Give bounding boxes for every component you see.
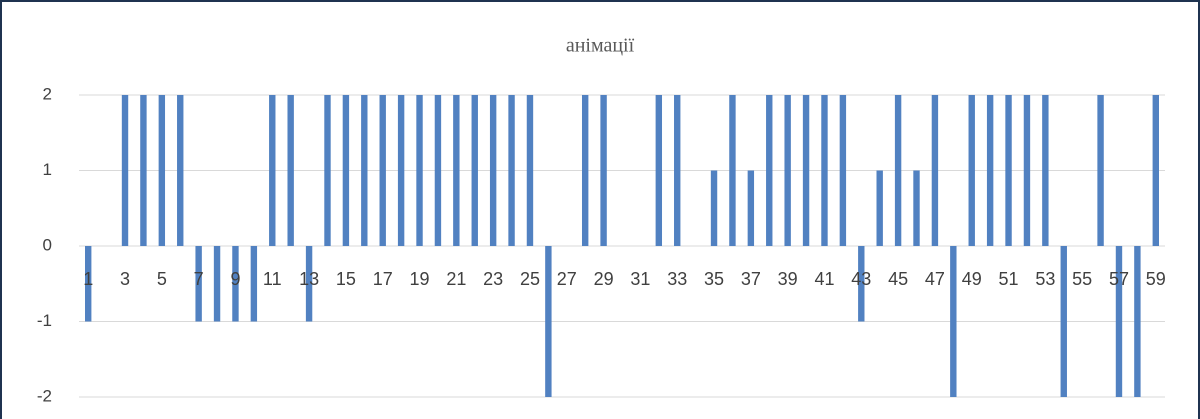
bar [986,95,994,246]
bar [305,246,313,322]
x-tick-label: 31 [630,269,650,289]
bar [931,95,939,246]
bar [85,246,92,322]
x-tick-label: 35 [704,269,724,289]
bar [839,95,847,246]
x-tick-label: 57 [1109,269,1129,289]
x-tick-label: 5 [157,269,167,289]
bar [342,95,350,246]
bar [1005,95,1012,246]
bar [471,95,478,246]
y-tick-label: -2 [37,386,52,405]
bar [655,95,663,246]
x-tick-label: 3 [120,269,130,289]
bar [876,170,883,246]
x-tick-label: 53 [1035,269,1055,289]
bar [1023,95,1031,246]
bar [1060,246,1067,397]
x-tick-label: 33 [667,269,687,289]
bar [158,95,166,246]
bar [140,95,147,246]
bar [361,95,368,246]
y-tick-label: -1 [37,311,52,330]
bar [287,95,294,246]
x-tick-label: 1 [83,269,93,289]
bar [894,95,902,246]
x-tick-label: 45 [888,269,908,289]
x-tick-label: 29 [594,269,614,289]
bar [913,170,920,246]
bar [729,95,736,246]
bar [766,95,773,246]
y-tick-label: 1 [43,160,52,179]
x-tick-label: 41 [814,269,834,289]
bar [1042,95,1049,246]
x-tick-label: 55 [1072,269,1092,289]
x-tick-label: 37 [741,269,761,289]
bar [674,95,681,246]
bar [784,95,791,246]
x-tick-label: 15 [336,269,356,289]
bar [177,95,184,246]
bar [1115,246,1123,397]
x-tick-label: 51 [999,269,1019,289]
x-tick-label: 17 [373,269,393,289]
x-tick-label: 11 [263,269,282,289]
bar [379,95,386,246]
bar [545,246,552,397]
bar [968,95,975,246]
bar [950,246,957,397]
bar [269,95,276,246]
bar [416,95,423,246]
y-tick-label: 2 [43,84,52,103]
bar [324,95,331,246]
bar [581,95,589,246]
bar [489,95,497,246]
bar [508,95,515,246]
x-tick-label: 47 [925,269,945,289]
bar [232,246,239,322]
x-tick-label: 7 [194,269,204,289]
bar [1097,95,1104,246]
x-tick-label: 59 [1146,269,1166,289]
x-tick-label: 27 [557,269,577,289]
bar [858,246,865,322]
chart-title: анімації [566,35,635,57]
bar [453,95,460,246]
bar [600,95,607,246]
bar [1134,246,1141,397]
bar [195,246,202,322]
bar [250,246,258,322]
bar [1152,95,1159,246]
y-tick-label: 0 [43,235,52,254]
bar [397,95,405,246]
bar [821,95,828,246]
bar [710,170,718,246]
bar [434,95,442,246]
x-tick-label: 43 [851,269,871,289]
bar [802,95,810,246]
x-tick-label: 25 [520,269,540,289]
x-tick-label: 21 [446,269,466,289]
x-tick-label: 39 [778,269,798,289]
x-tick-label: 13 [299,269,319,289]
bar [121,95,129,246]
bar [526,95,534,246]
x-tick-label: 23 [483,269,503,289]
x-tick-label: 49 [962,269,982,289]
x-tick-label: 19 [410,269,430,289]
x-tick-label: 9 [230,269,240,289]
bar [747,170,755,246]
bar [213,246,221,322]
